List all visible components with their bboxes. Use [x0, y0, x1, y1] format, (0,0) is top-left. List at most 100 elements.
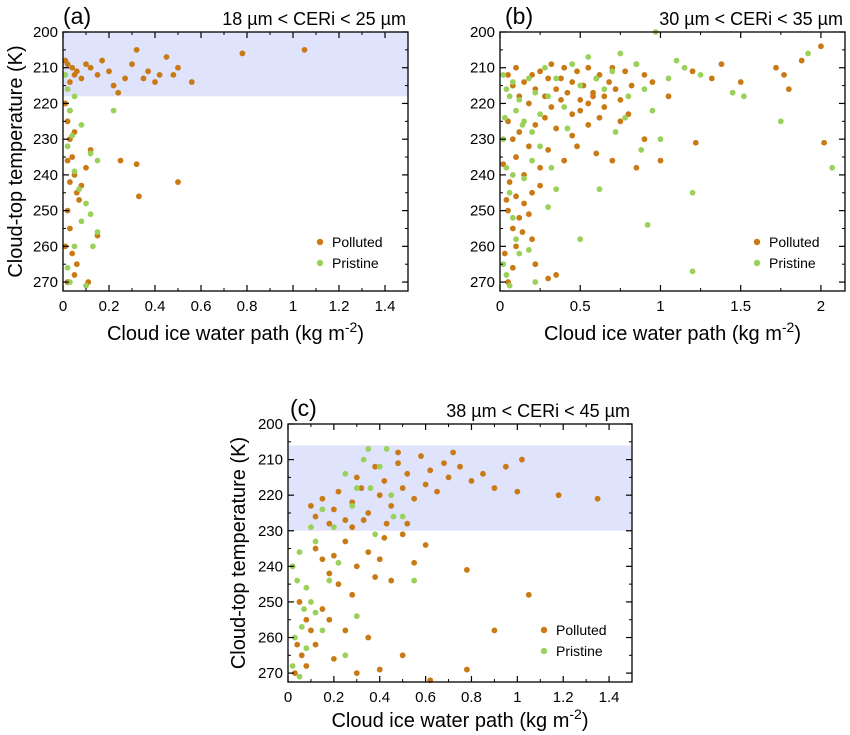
data-point [569, 61, 576, 68]
x-tick-label: 0.8 [461, 689, 482, 706]
data-point [525, 247, 532, 253]
legend-label-polluted: Polluted [332, 234, 383, 250]
data-point [308, 502, 314, 509]
legend: Polluted Pristine [540, 622, 607, 659]
data-point [372, 574, 379, 580]
data-point [673, 57, 680, 64]
panel-range-label: 38 µm < CERi < 45 µm [446, 401, 630, 421]
data-point [601, 93, 608, 100]
x-tick-label: 1.2 [329, 298, 350, 315]
y-tick-label: 220 [258, 487, 283, 504]
data-point [657, 157, 664, 164]
data-point [509, 225, 516, 232]
data-point [457, 463, 463, 470]
data-point [133, 46, 140, 53]
data-point [545, 204, 552, 210]
data-point [411, 577, 418, 584]
data-point [529, 157, 535, 164]
data-point [308, 627, 314, 634]
data-point [106, 68, 112, 75]
data-point [622, 68, 629, 75]
data-point [298, 652, 305, 659]
data-point [657, 136, 664, 143]
data-point [291, 634, 298, 641]
x-axis-title-sup: -2 [345, 319, 358, 335]
data-point [78, 75, 85, 82]
data-point [411, 559, 418, 566]
data-point [697, 71, 704, 78]
data-point [434, 488, 440, 495]
data-point [303, 645, 310, 652]
legend: Polluted Pristine [316, 234, 383, 271]
data-point [548, 104, 555, 110]
x-tick-label: 1 [656, 298, 664, 315]
data-point [67, 107, 73, 114]
data-point [64, 118, 71, 125]
data-point [298, 623, 305, 630]
data-point [71, 272, 78, 278]
data-point [367, 485, 374, 491]
data-point [94, 71, 101, 78]
x-axis-title: Cloud ice water path (kg m-2) [331, 706, 588, 732]
data-point [548, 61, 555, 68]
panel-range-label: 30 µm < CERi < 35 µm [659, 9, 843, 29]
data-point [577, 236, 584, 243]
data-point [64, 143, 71, 150]
data-point [73, 68, 80, 75]
data-point [349, 502, 356, 509]
data-point [87, 150, 94, 157]
data-point [294, 641, 301, 648]
data-point [418, 453, 424, 459]
y-tick-label: 200 [470, 24, 495, 41]
data-point [532, 279, 539, 285]
data-point [342, 538, 349, 545]
y-tick-label: 230 [258, 523, 283, 540]
y-tick-label: 250 [33, 203, 58, 220]
data-point [330, 524, 337, 531]
data-point [617, 118, 624, 125]
data-point [585, 64, 592, 71]
y-tick-label: 220 [33, 95, 58, 112]
highlight-band [63, 32, 408, 97]
x-axis-title-close: ) [357, 323, 364, 345]
data-point [353, 474, 360, 481]
y-tick-label: 240 [258, 558, 283, 575]
data-point [553, 75, 560, 82]
data-point [330, 655, 337, 662]
data-point [330, 552, 337, 559]
data-point [308, 599, 314, 605]
chart-panel-1: 0 0.2 0.4 0.6 0.8 1 1.2 1.4 200 210 220 230 240 250 26… [5, 3, 409, 345]
data-point [505, 207, 511, 214]
data-point [83, 282, 89, 289]
y-tick-label: 240 [470, 167, 495, 184]
data-point [69, 154, 76, 160]
x-axis-title-sup: -2 [569, 706, 582, 722]
series-pristine [62, 71, 117, 289]
y-tick-label: 270 [258, 665, 283, 682]
data-point [383, 520, 390, 527]
data-point [617, 96, 624, 103]
data-point [500, 261, 507, 268]
data-point [500, 71, 507, 78]
legend-marker-pristine [316, 259, 324, 267]
data-point [450, 449, 457, 456]
x-axis-title-main: Cloud ice water path (kg m [107, 323, 345, 345]
data-point [564, 125, 571, 132]
data-point [505, 71, 511, 78]
data-point [319, 495, 326, 502]
data-point [641, 136, 648, 143]
data-point [411, 495, 418, 502]
legend-label-pristine: Pristine [332, 255, 379, 271]
y-tick-label: 220 [470, 95, 495, 112]
data-point [376, 666, 383, 673]
chart-panel-3: 0 0.2 0.4 0.6 0.8 1 1.2 1.4 200 210 220 230 240 250 26… [228, 395, 633, 732]
data-point [509, 79, 516, 85]
data-point [491, 627, 498, 634]
data-point [537, 68, 544, 75]
x-axis-title: Cloud ice water path (kg m-2) [107, 319, 364, 345]
data-point [601, 104, 608, 110]
data-point [506, 93, 513, 100]
data-point [388, 577, 395, 584]
data-point [612, 86, 619, 93]
plot-frame [499, 31, 846, 292]
